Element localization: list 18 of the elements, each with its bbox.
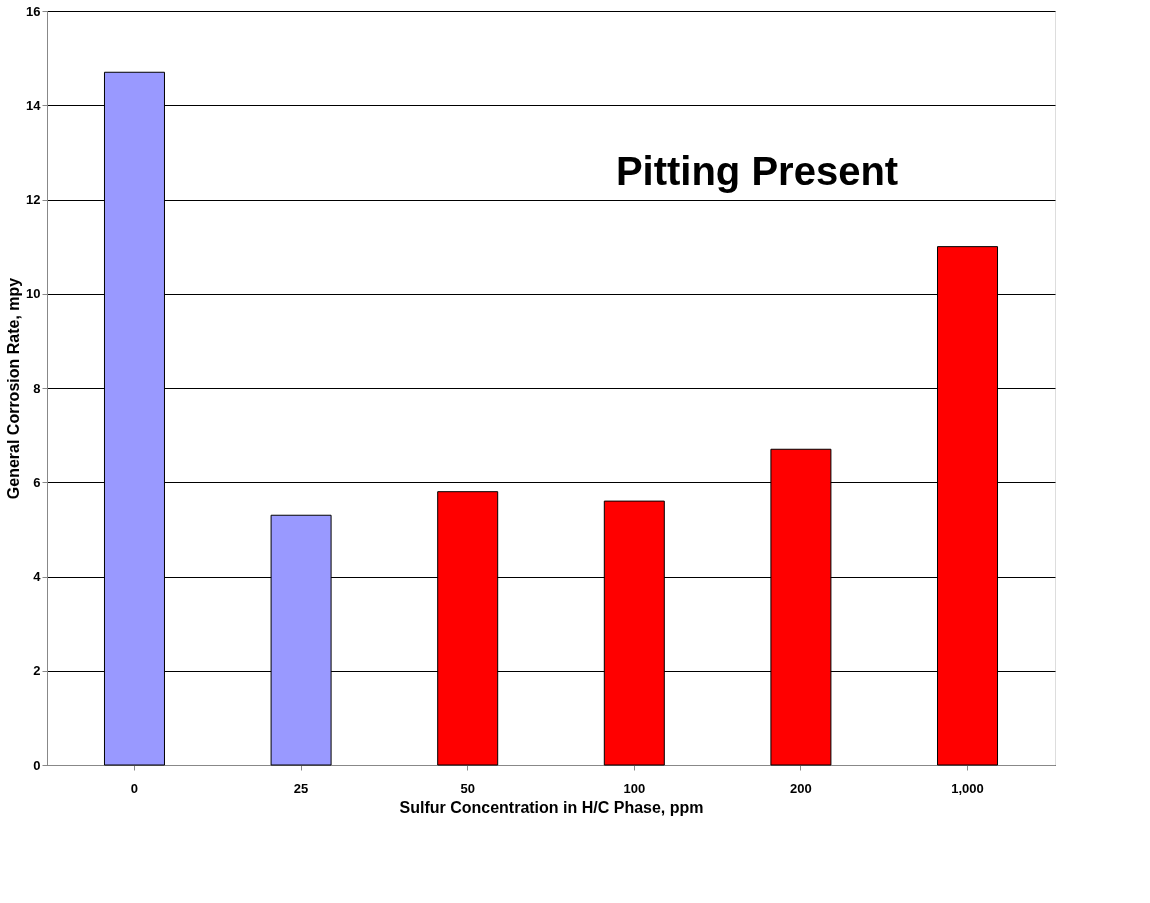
y-tick-label: 14 — [26, 97, 42, 113]
x-tick-label: 0 — [130, 780, 139, 796]
x-axis-title: Sulfur Concentration in H/C Phase, ppm — [399, 798, 704, 816]
x-tick-label: 1,000 — [951, 780, 984, 796]
y-tick-label: 16 — [26, 3, 41, 19]
y-tick-label: 8 — [33, 380, 41, 396]
y-tick-label: 6 — [33, 474, 41, 490]
y-tick-label: 2 — [33, 663, 41, 679]
x-tick-label: 50 — [460, 780, 475, 796]
y-tick-label: 10 — [26, 286, 41, 302]
x-tick-label: 100 — [623, 780, 646, 796]
y-axis-title: General Corrosion Rate, mpy — [5, 277, 23, 500]
y-tick-label: 12 — [26, 192, 41, 207]
x-tick-label: 25 — [293, 780, 309, 796]
annotation: Pitting Present — [615, 149, 899, 193]
y-tick-label: 4 — [33, 569, 42, 584]
y-tick-label: 0 — [33, 757, 41, 773]
x-tick-label: 200 — [790, 780, 812, 796]
